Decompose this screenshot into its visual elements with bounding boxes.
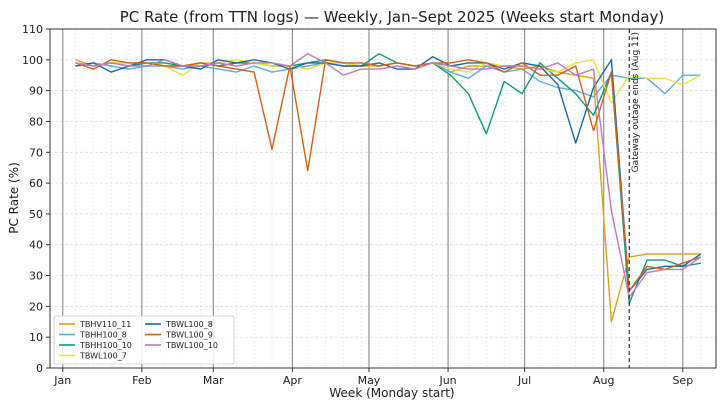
x-axis-title: Week (Monday start) xyxy=(329,386,454,400)
y-tick-label: 50 xyxy=(29,208,43,221)
y-tick-label: 60 xyxy=(29,177,43,190)
axes: 0 10 20 30 40 50 60 70 80 90 100 110 Jan Feb Mar Apr May… xyxy=(22,23,717,387)
x-tick-label: Jul xyxy=(517,374,531,387)
legend-label: TBWL100_8 xyxy=(165,320,213,329)
chart-title: PC Rate (from TTN logs) — Weekly, Jan–Se… xyxy=(120,8,665,26)
series-lines xyxy=(75,53,702,323)
x-tick-label: Jun xyxy=(438,374,456,387)
x-tick-label: Aug xyxy=(593,374,614,387)
y-tick-label: 100 xyxy=(22,54,43,67)
x-tick-label: Sep xyxy=(672,374,693,387)
y-tick-label: 90 xyxy=(29,85,43,98)
x-tick-label: Jan xyxy=(53,374,71,387)
x-tick-label: May xyxy=(358,374,381,387)
y-axis-title: PC Rate (%) xyxy=(7,162,21,234)
y-tick-label: 10 xyxy=(29,331,43,344)
legend-label: TBHV110_11 xyxy=(79,320,131,329)
series-line xyxy=(75,53,702,298)
y-tick-label: 30 xyxy=(29,270,43,283)
y-tick-label: 0 xyxy=(36,362,43,375)
legend-box xyxy=(53,315,235,365)
legend-label: TBWL100_9 xyxy=(165,331,213,340)
legend-label: TBWL100_7 xyxy=(79,352,127,361)
annotation-label: Gateway outage ends (Aug 11) xyxy=(631,32,641,172)
legend-label: TBHH100_8 xyxy=(79,331,127,340)
x-tick-label: Mar xyxy=(203,374,224,387)
series-line xyxy=(75,59,701,292)
y-tick-label: 80 xyxy=(29,115,43,128)
y-tick-label: 40 xyxy=(29,239,43,252)
legend-label: TBHH100_10 xyxy=(79,341,132,350)
plot-frame xyxy=(49,28,717,369)
annotation: Gateway outage ends (Aug 11) xyxy=(628,29,641,368)
legend-label: TBWL100_10 xyxy=(165,341,218,350)
series-line xyxy=(75,59,701,323)
x-tick-label: Feb xyxy=(132,374,151,387)
x-tick-label: Apr xyxy=(283,374,303,387)
y-tick-label: 70 xyxy=(29,146,43,159)
y-tick-label: 110 xyxy=(22,23,43,36)
y-tick-label: 20 xyxy=(29,300,43,313)
